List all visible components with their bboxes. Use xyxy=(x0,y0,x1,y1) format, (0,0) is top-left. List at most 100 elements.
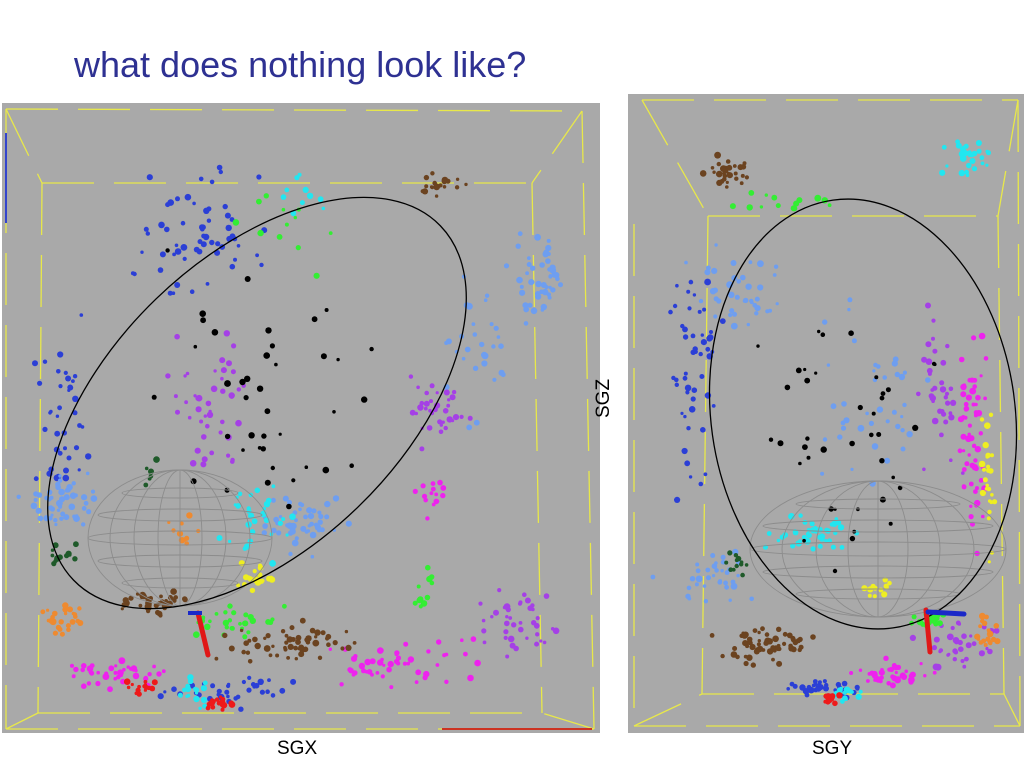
data-point xyxy=(491,344,496,349)
data-point xyxy=(505,615,509,619)
data-point xyxy=(830,403,837,410)
data-point xyxy=(255,253,259,258)
data-point xyxy=(734,176,739,181)
data-point xyxy=(328,647,332,651)
data-point xyxy=(479,341,485,348)
data-point xyxy=(975,486,979,491)
data-point xyxy=(776,660,783,667)
data-point xyxy=(752,628,758,633)
data-point xyxy=(732,646,738,651)
data-point xyxy=(985,483,989,488)
data-point xyxy=(314,635,318,639)
data-point xyxy=(978,332,986,340)
data-point xyxy=(548,274,553,279)
data-point xyxy=(912,424,919,431)
data-point xyxy=(304,465,309,470)
data-point xyxy=(165,248,170,253)
data-point xyxy=(421,188,429,195)
data-point xyxy=(509,642,516,649)
data-point xyxy=(782,631,788,637)
data-point xyxy=(757,284,764,291)
data-point xyxy=(979,155,985,161)
data-point xyxy=(220,388,226,394)
data-point xyxy=(534,233,541,241)
data-point xyxy=(847,297,853,303)
data-point xyxy=(231,610,237,616)
data-point xyxy=(260,446,266,452)
data-point xyxy=(56,499,63,507)
data-point xyxy=(898,373,906,381)
data-point xyxy=(894,371,900,378)
data-point xyxy=(269,560,276,567)
data-point xyxy=(849,440,855,447)
data-point xyxy=(982,441,989,449)
data-point xyxy=(895,676,901,682)
data-point xyxy=(712,287,718,294)
data-point xyxy=(745,283,752,290)
data-point xyxy=(46,608,50,612)
data-point xyxy=(749,643,756,651)
data-point xyxy=(823,699,828,704)
data-point xyxy=(244,375,251,382)
data-point xyxy=(879,458,885,464)
data-point xyxy=(682,334,689,340)
data-point xyxy=(289,528,296,535)
data-point xyxy=(535,280,542,288)
data-point xyxy=(73,614,78,619)
data-point xyxy=(518,621,523,625)
data-point xyxy=(802,538,806,543)
data-point xyxy=(695,575,703,583)
data-point xyxy=(205,400,212,407)
data-point xyxy=(848,330,854,336)
data-point xyxy=(375,671,380,675)
data-point xyxy=(550,627,555,631)
data-point xyxy=(89,663,95,668)
data-point xyxy=(235,694,241,700)
data-point xyxy=(984,422,991,430)
data-point xyxy=(969,387,977,395)
data-point xyxy=(855,693,862,700)
data-point xyxy=(423,670,430,678)
data-point xyxy=(798,461,802,466)
data-point xyxy=(921,356,928,363)
data-point xyxy=(434,492,439,497)
data-point xyxy=(983,356,989,361)
data-point xyxy=(151,679,158,686)
data-point xyxy=(955,620,961,626)
data-point xyxy=(922,467,926,472)
data-point xyxy=(815,685,822,692)
data-point xyxy=(711,563,718,569)
data-point xyxy=(195,395,201,401)
data-point xyxy=(302,186,309,193)
data-point xyxy=(261,433,267,439)
data-point xyxy=(358,662,366,670)
data-point xyxy=(975,394,981,401)
data-point xyxy=(143,226,149,232)
data-point xyxy=(73,666,79,673)
data-point xyxy=(470,636,477,642)
data-point xyxy=(549,267,557,274)
data-point xyxy=(705,346,711,352)
data-point xyxy=(540,303,547,311)
data-point xyxy=(906,431,913,438)
data-point xyxy=(126,665,130,669)
data-point xyxy=(764,632,770,637)
data-point xyxy=(218,430,223,435)
data-point xyxy=(674,382,679,387)
data-point xyxy=(986,464,991,469)
data-point xyxy=(965,394,972,401)
data-point xyxy=(277,520,283,526)
data-point xyxy=(291,478,296,483)
data-point xyxy=(187,674,194,681)
data-point xyxy=(527,256,531,260)
data-point xyxy=(36,492,43,498)
data-point xyxy=(827,203,832,208)
data-point xyxy=(242,634,248,640)
data-point xyxy=(955,139,960,145)
data-point xyxy=(710,553,716,558)
data-point xyxy=(57,450,63,456)
data-point xyxy=(550,287,556,293)
data-point xyxy=(720,653,725,659)
data-point xyxy=(205,282,210,286)
data-point xyxy=(174,333,180,340)
